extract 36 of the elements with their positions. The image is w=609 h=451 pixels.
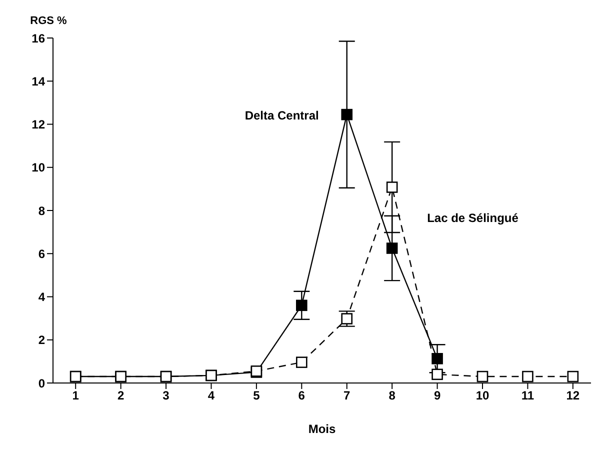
point <box>432 368 443 380</box>
y-axis-title: RGS % <box>30 15 68 27</box>
x-axis-title: Mois <box>308 422 336 436</box>
x-tick-label: 3 <box>162 388 170 403</box>
x-tick-label: 2 <box>117 388 124 403</box>
series-label: Delta Central <box>244 108 319 123</box>
point <box>567 370 579 382</box>
point <box>522 370 534 382</box>
y-tick-label: 10 <box>32 160 46 175</box>
point <box>341 108 353 120</box>
x-tick-label: 11 <box>521 388 534 403</box>
x-tick-label: 8 <box>388 388 396 403</box>
x-tick-label: 7 <box>344 388 351 403</box>
y-tick-label: 8 <box>38 204 46 218</box>
point <box>476 370 488 382</box>
y-tick-label: 12 <box>32 118 46 132</box>
point <box>296 356 308 368</box>
point <box>386 182 398 193</box>
x-tick-label: 1 <box>72 388 80 403</box>
x-tick-label: 5 <box>253 388 260 403</box>
y-tick-label: 4 <box>38 290 46 304</box>
x-tick-label: 6 <box>298 388 306 403</box>
point <box>432 352 443 364</box>
y-tick-label: 0 <box>38 376 46 390</box>
y-tick-label: 6 <box>38 246 46 261</box>
y-tick-label: 2 <box>38 333 46 348</box>
y-tick-label: 14 <box>32 74 46 88</box>
x-tick-label: 10 <box>476 388 490 403</box>
point <box>341 313 353 324</box>
x-tick-label: 4 <box>208 388 215 403</box>
x-tick-label: 12 <box>566 388 580 403</box>
point <box>296 300 308 312</box>
y-tick-label: 16 <box>32 31 46 46</box>
x-tick-label: 9 <box>434 388 441 403</box>
text: Lac de Sélingué <box>427 211 519 226</box>
point <box>386 242 398 254</box>
